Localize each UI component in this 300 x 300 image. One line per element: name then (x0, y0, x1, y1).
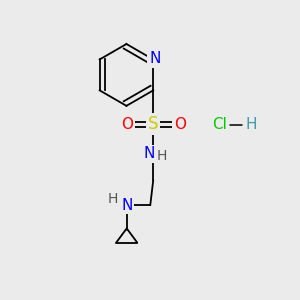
Text: S: S (148, 115, 158, 133)
Text: H: H (108, 192, 118, 206)
Text: N: N (121, 198, 132, 213)
Text: Cl: Cl (212, 118, 226, 133)
Text: H: H (245, 118, 257, 133)
Text: N: N (149, 51, 160, 66)
Text: O: O (121, 117, 133, 132)
Text: O: O (174, 117, 186, 132)
Text: H: H (157, 149, 167, 163)
Text: N: N (143, 146, 154, 161)
